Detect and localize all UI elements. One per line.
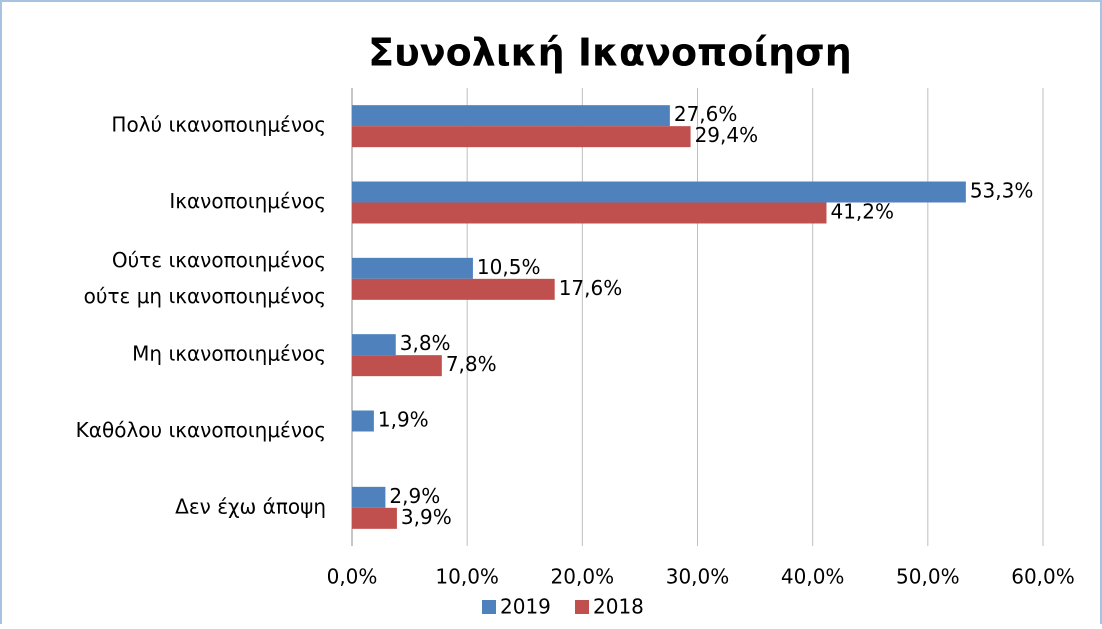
y-tick-label: Δεν έχω άποψη: [175, 494, 326, 518]
bar: [352, 181, 966, 203]
value-label: 41,2%: [830, 200, 894, 224]
legend-swatch: [482, 600, 496, 614]
value-label: 29,4%: [695, 123, 759, 147]
x-tick-label: 10,0%: [435, 565, 499, 589]
bar: [352, 486, 386, 508]
bar: [352, 507, 397, 529]
x-tick-label: 0,0%: [327, 565, 378, 589]
value-label: 10,5%: [477, 255, 541, 279]
bar: [352, 126, 691, 148]
bar: [352, 355, 442, 377]
x-tick-label: 30,0%: [666, 565, 730, 589]
value-label: 1,9%: [378, 408, 429, 432]
legend-label: 2019: [500, 595, 551, 619]
y-tick-label: Πολύ ικανοποιημένος: [111, 113, 326, 137]
bar: [352, 105, 670, 127]
value-label: 53,3%: [970, 179, 1034, 203]
value-label: 27,6%: [674, 102, 738, 126]
x-tick-label: 40,0%: [781, 565, 845, 589]
x-tick-label: 50,0%: [896, 565, 960, 589]
bar: [352, 257, 473, 279]
bar: [352, 410, 374, 432]
legend-label: 2018: [593, 595, 644, 619]
bar: [352, 278, 555, 300]
chart-title: Συνολική Ικανοποίηση: [368, 31, 852, 75]
y-tick-label: Μη ικανοποιημένος: [132, 342, 326, 366]
x-tick-label: 20,0%: [551, 565, 615, 589]
value-label: 7,8%: [446, 352, 497, 376]
y-tick-label: Καθόλου ικανοποιημένος: [76, 418, 326, 442]
value-label: 3,9%: [401, 505, 452, 529]
legend-swatch: [575, 600, 589, 614]
y-tick-label: Ούτε ικανοποιημένος ούτε μη ικανοποιημένο…: [84, 247, 326, 307]
y-tick-label: Ικανοποιημένος: [169, 189, 326, 213]
bar: [352, 334, 396, 356]
value-label: 3,8%: [400, 331, 451, 355]
bar: [352, 202, 827, 224]
x-tick-label: 60,0%: [1011, 565, 1075, 589]
value-label: 2,9%: [389, 484, 440, 508]
value-label: 17,6%: [559, 276, 623, 300]
